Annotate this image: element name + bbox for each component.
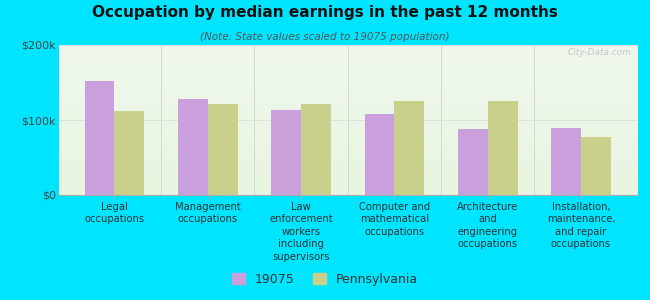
- Bar: [581, 136, 611, 195]
- Bar: [208, 103, 238, 195]
- Bar: [488, 101, 517, 195]
- Bar: [551, 128, 581, 195]
- Text: City-Data.com: City-Data.com: [567, 48, 631, 57]
- Bar: [395, 101, 424, 195]
- Bar: [271, 110, 301, 195]
- Bar: [178, 99, 208, 195]
- Text: Occupation by median earnings in the past 12 months: Occupation by median earnings in the pas…: [92, 4, 558, 20]
- Bar: [84, 81, 114, 195]
- Bar: [301, 103, 331, 195]
- Bar: [114, 111, 144, 195]
- Bar: [458, 129, 488, 195]
- Bar: [365, 114, 395, 195]
- Legend: 19075, Pennsylvania: 19075, Pennsylvania: [227, 268, 422, 291]
- Text: (Note: State values scaled to 19075 population): (Note: State values scaled to 19075 popu…: [200, 32, 450, 41]
